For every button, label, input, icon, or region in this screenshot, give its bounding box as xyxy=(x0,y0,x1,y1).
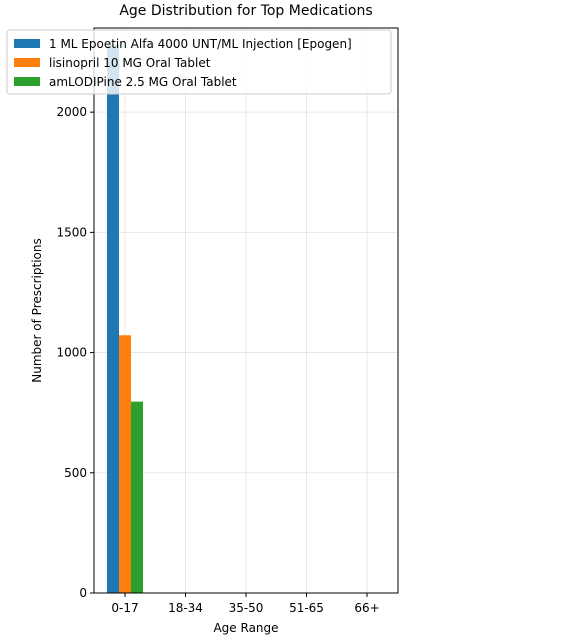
chart-title: Age Distribution for Top Medications xyxy=(119,3,372,19)
bar xyxy=(119,335,131,593)
legend-swatch xyxy=(14,39,40,48)
y-tick-label: 0 xyxy=(79,586,87,600)
y-tick-label: 1000 xyxy=(56,346,87,360)
x-tick-label: 66+ xyxy=(354,601,379,615)
bar xyxy=(131,401,143,593)
y-tick-label: 1500 xyxy=(56,225,87,239)
y-tick-label: 2000 xyxy=(56,105,87,119)
legend-label: 1 ML Epoetin Alfa 4000 UNT/ML Injection … xyxy=(49,37,352,51)
bar xyxy=(107,44,119,594)
y-axis-ticks: 0 500 1000 1500 2000 xyxy=(56,105,94,600)
x-tick-label: 51-65 xyxy=(289,601,324,615)
x-tick-label: 35-50 xyxy=(229,601,264,615)
x-axis-ticks: 0-17 18-34 35-50 51-65 66+ xyxy=(111,593,380,615)
legend-box xyxy=(6,29,392,95)
x-axis-label: Age Range xyxy=(213,621,278,635)
legend-label: lisinopril 10 MG Oral Tablet xyxy=(49,56,211,70)
legend-swatch xyxy=(14,58,40,67)
legend-label: amLODIPine 2.5 MG Oral Tablet xyxy=(49,75,237,89)
bars xyxy=(107,44,143,594)
grid-lines xyxy=(94,28,398,594)
y-axis-label: Number of Prescriptions xyxy=(30,238,44,382)
legend-swatch xyxy=(14,77,40,86)
y-tick-label: 500 xyxy=(64,466,87,480)
x-tick-label: 0-17 xyxy=(111,601,138,615)
legend: 1 ML Epoetin Alfa 4000 UNT/ML Injection … xyxy=(6,29,392,95)
x-tick-label: 18-34 xyxy=(168,601,203,615)
